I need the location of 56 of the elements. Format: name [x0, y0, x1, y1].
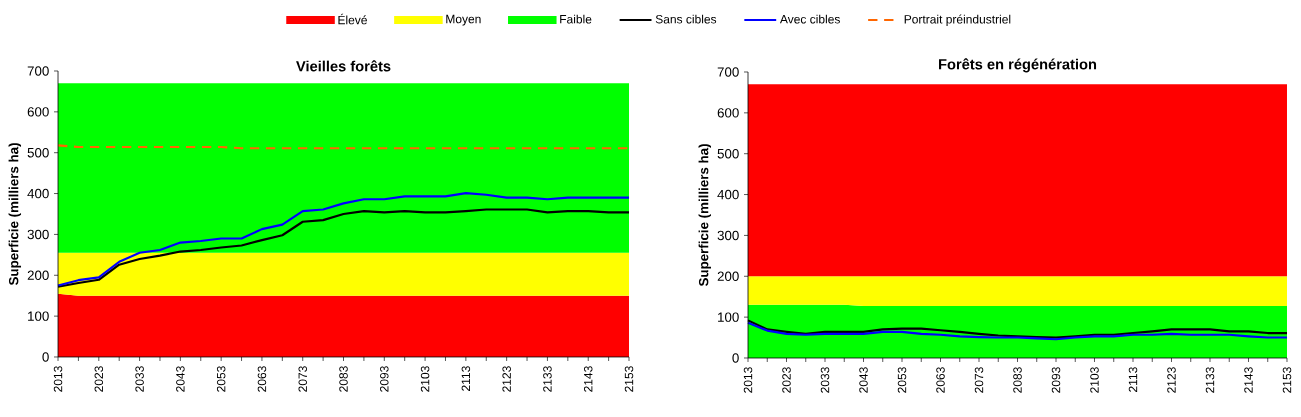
chart-title: Vieilles forêts: [296, 60, 391, 72]
x-tick-label: 2043: [176, 366, 185, 392]
x-tick-label: 2073: [974, 367, 984, 393]
y-tick-label: 100: [718, 312, 739, 322]
y-tick-label: 200: [27, 270, 49, 280]
chart-title: Forêts en régénération: [939, 58, 1097, 73]
x-tick-label: 2103: [420, 366, 430, 392]
x-tick-label: 2083: [339, 366, 348, 392]
x-tick-label: 2093: [380, 366, 389, 392]
y-axis-title: Superficie (milliers ha): [8, 143, 22, 286]
y-tick-label: 0: [42, 352, 49, 362]
x-tick-label: 2033: [820, 367, 830, 393]
legend-label: Sans cibles: [655, 14, 717, 24]
x-tick-label: 2083: [1013, 367, 1022, 393]
x-tick-label: 2153: [624, 366, 634, 392]
x-tick-label: 2113: [461, 366, 471, 391]
x-tick-label: 2023: [782, 367, 791, 393]
x-tick-label: 2103: [1090, 367, 1099, 393]
legend-label: Moyen: [446, 14, 481, 26]
x-tick-label: 2123: [502, 366, 511, 392]
y-tick-label: 100: [28, 311, 49, 321]
y-tick-label: 500: [27, 147, 49, 158]
x-tick-label: 2063: [936, 367, 945, 393]
x-tick-label: 2053: [216, 366, 226, 392]
x-tick-label: 2073: [298, 366, 307, 392]
x-tick-label: 2013: [743, 367, 753, 393]
y-tick-label: 500: [717, 148, 739, 159]
x-tick-label: 2143: [583, 366, 593, 392]
x-tick-label: 2133: [543, 366, 552, 392]
legend-label: Portrait préindustriel: [904, 14, 1011, 26]
y-tick-label: 0: [732, 353, 739, 363]
x-tick-label: 2053: [897, 367, 907, 393]
y-tick-label: 600: [717, 108, 739, 118]
x-tick-label: 2013: [53, 366, 63, 392]
y-axis-title: Superficie (milliers ha): [698, 144, 711, 287]
x-tick-label: 2123: [1167, 367, 1176, 393]
x-tick-label: 2063: [257, 366, 267, 392]
legend-label: Avec cibles: [779, 14, 840, 24]
y-tick-label: 700: [27, 66, 49, 76]
x-tick-label: 2153: [1282, 367, 1292, 393]
legend-label: Faible: [560, 14, 592, 24]
x-tick-label: 2093: [1051, 367, 1061, 393]
y-tick-label: 300: [717, 230, 739, 241]
x-tick-label: 2043: [859, 367, 868, 393]
y-tick-label: 300: [27, 229, 49, 240]
y-tick-label: 200: [717, 271, 739, 281]
legend-label: Élevé: [338, 13, 367, 25]
x-tick-label: 2033: [135, 366, 144, 392]
x-tick-label: 2023: [94, 366, 104, 392]
x-tick-label: 2113: [1128, 367, 1138, 392]
x-tick-label: 2143: [1244, 367, 1253, 393]
y-tick-label: 400: [27, 188, 49, 199]
y-tick-label: 700: [717, 67, 739, 77]
y-tick-label: 600: [27, 107, 49, 117]
y-tick-label: 400: [717, 189, 739, 200]
x-tick-label: 2133: [1205, 367, 1215, 393]
